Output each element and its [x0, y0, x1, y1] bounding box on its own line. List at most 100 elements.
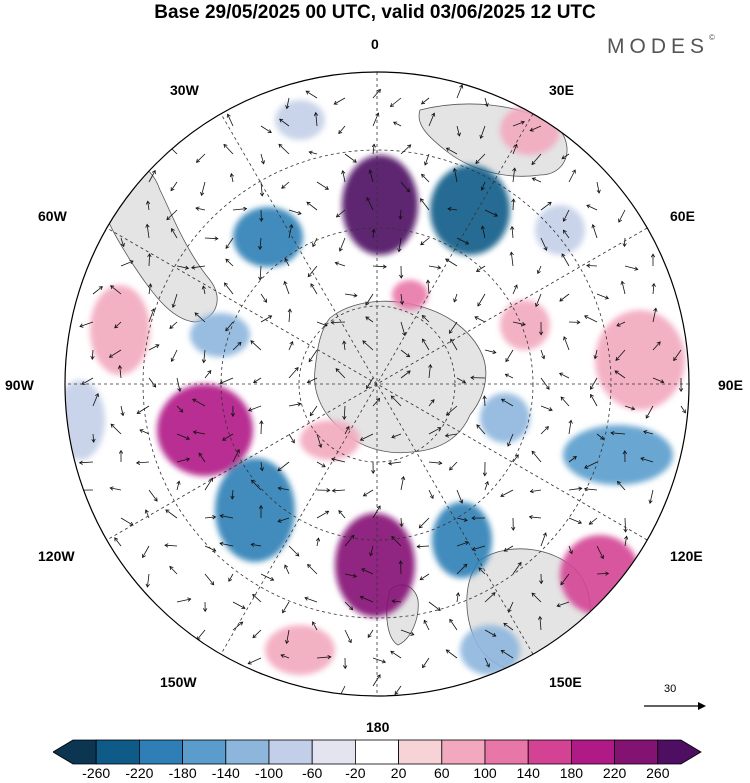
wind-vector — [148, 377, 157, 388]
wind-vector — [610, 430, 626, 436]
wind-vector — [590, 393, 598, 407]
wind-vector — [79, 321, 94, 328]
wind-vector — [331, 488, 346, 493]
wind-vector — [590, 377, 598, 390]
colorbar-swatch — [268, 739, 313, 765]
wind-vector — [341, 170, 346, 183]
wind-vector — [344, 601, 354, 611]
wind-vector — [474, 316, 486, 323]
wind-vector — [421, 173, 430, 183]
wind-vector — [278, 143, 290, 155]
wind-vector — [614, 370, 626, 379]
wind-vector — [92, 392, 99, 407]
wind-vector — [195, 206, 206, 211]
wind-vector — [120, 237, 125, 248]
wind-vector — [476, 424, 486, 435]
wind-vector — [559, 293, 570, 302]
wind-vector — [397, 237, 402, 253]
wind-vector — [372, 88, 381, 99]
wind-vector — [511, 198, 516, 211]
wind-vector — [559, 372, 570, 379]
wind-vector — [371, 143, 376, 155]
wind-vector — [284, 258, 290, 267]
wind-vector — [482, 461, 488, 477]
wind-vector — [288, 367, 299, 379]
wind-vector — [316, 654, 332, 660]
wind-vector — [192, 430, 206, 435]
wind-vector — [225, 237, 234, 249]
wind-vector — [171, 293, 178, 309]
map-disc — [65, 72, 689, 696]
wind-vector — [232, 206, 248, 212]
colorbar-swatch — [398, 739, 443, 765]
wind-vector — [176, 433, 191, 440]
wind-vector — [471, 515, 486, 521]
colorbar-tick-label: 180 — [559, 765, 584, 781]
anomaly-cell — [190, 313, 250, 357]
wind-vector — [568, 320, 581, 325]
wind-vector — [507, 433, 514, 447]
wind-vector — [308, 349, 318, 363]
wind-vector — [277, 517, 290, 523]
wind-vector — [117, 364, 123, 379]
wind-vector — [148, 308, 155, 323]
wind-vector — [560, 396, 570, 407]
wind-vector — [92, 286, 103, 295]
lon-label-120w: 120W — [38, 548, 75, 564]
wind-vector — [316, 488, 331, 493]
wind-vector — [288, 545, 300, 557]
wind-vector — [202, 601, 208, 613]
wind-vector — [512, 561, 522, 575]
wind-vector — [334, 261, 346, 267]
wind-vector — [652, 307, 658, 323]
wind-vector — [226, 113, 234, 127]
wind-vector — [372, 674, 381, 687]
wind-vector — [418, 517, 430, 529]
wind-vector — [342, 657, 348, 670]
wind-vector — [260, 293, 268, 303]
wind-vector — [540, 201, 552, 211]
wind-vector — [200, 181, 206, 197]
wind-vector — [219, 514, 234, 519]
wind-vector — [535, 293, 542, 308]
wind-vector — [120, 260, 134, 267]
anomaly-cell — [563, 425, 673, 485]
lon-label-30w: 30W — [170, 82, 199, 98]
wind-vector — [135, 460, 150, 465]
wind-vector — [390, 395, 402, 407]
wind-vector — [342, 405, 347, 420]
wind-vector — [640, 457, 654, 463]
wind-vector — [191, 265, 206, 270]
wind-vector — [623, 517, 628, 533]
wind-vector — [456, 237, 470, 245]
wind-vector — [277, 461, 290, 472]
wind-vector — [511, 517, 516, 531]
wind-vector — [531, 153, 542, 166]
wind-vector — [250, 542, 262, 547]
colorbar-swatch — [354, 739, 399, 765]
anomaly-cell — [90, 285, 150, 375]
wind-vector — [596, 571, 610, 576]
wind-vector — [399, 265, 404, 279]
wind-vector — [365, 293, 374, 306]
anomaly-cell — [460, 625, 520, 675]
anomaly-cell — [65, 380, 105, 460]
wind-vector — [307, 265, 318, 278]
wind-vector — [400, 144, 412, 155]
anomaly-cell — [215, 458, 295, 562]
wind-vector — [280, 654, 290, 659]
wind-vector — [596, 545, 604, 560]
wind-vector — [204, 573, 215, 586]
wind-vector — [192, 398, 206, 407]
wind-vector — [204, 477, 214, 491]
wind-vector — [586, 204, 598, 211]
anomaly-cell — [595, 310, 685, 410]
wind-vector — [584, 315, 598, 323]
lon-label-150w: 150W — [160, 674, 197, 690]
wind-vector — [503, 545, 514, 552]
wind-vector — [230, 405, 236, 417]
wind-vector — [365, 316, 374, 323]
colorbar-swatch — [614, 739, 659, 765]
wind-vector — [400, 349, 411, 358]
lon-label-90w: 90W — [5, 377, 34, 393]
